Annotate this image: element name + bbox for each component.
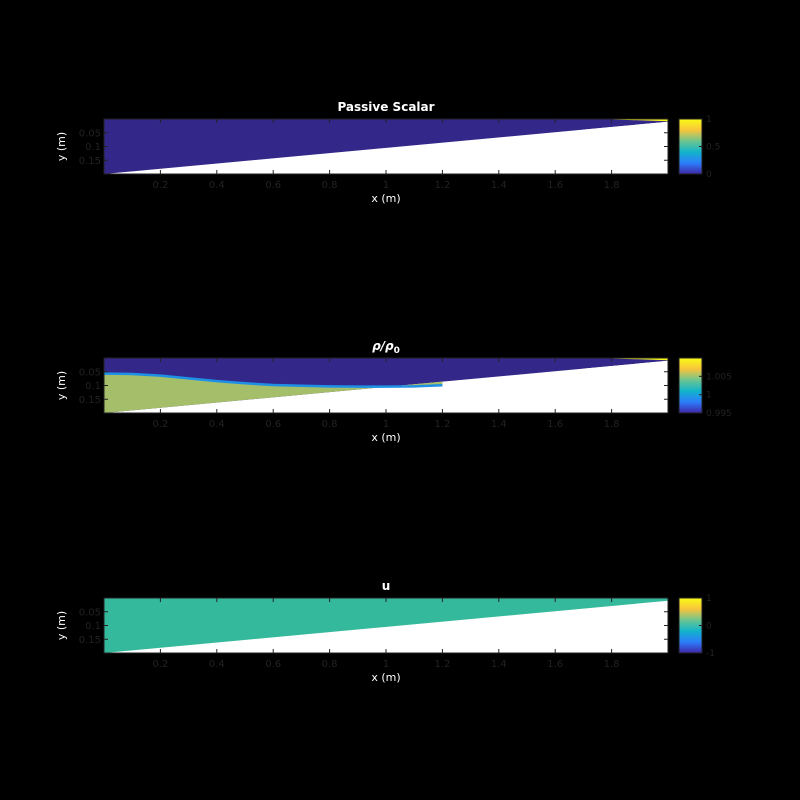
y-tick-label: 0.05 (79, 367, 101, 378)
field-region (104, 119, 668, 174)
x-axis-label: x (m) (371, 431, 400, 444)
y-tick-label: 0.1 (85, 381, 101, 392)
y-tick-label: 0.1 (85, 142, 101, 153)
y-tick-label: 0.15 (79, 156, 101, 167)
x-tick-label: 1.8 (604, 419, 620, 430)
x-tick-label: 0.2 (152, 659, 168, 670)
chart-title: u (382, 579, 391, 593)
x-tick-label: 1.4 (491, 180, 507, 191)
x-tick-label: 0.6 (265, 659, 281, 670)
x-tick-label: 1.4 (491, 659, 507, 670)
x-tick-label: 1.8 (604, 659, 620, 670)
x-tick-label: 1 (383, 180, 389, 191)
colorbar (679, 598, 702, 653)
x-tick-label: 1.2 (434, 419, 450, 430)
colorbar-tick-label: 1 (706, 115, 712, 125)
x-tick-label: 1 (383, 419, 389, 430)
x-tick-label: 0.8 (322, 659, 338, 670)
colorbar (679, 358, 702, 413)
y-tick-label: 0.15 (79, 395, 101, 406)
x-tick-label: 1.8 (604, 180, 620, 191)
colorbar-tick-label: 0 (706, 170, 712, 180)
x-tick-label: 1 (383, 659, 389, 670)
x-tick-label: 1.4 (491, 419, 507, 430)
lower-layer (104, 373, 443, 413)
x-tick-label: 0.4 (209, 419, 225, 430)
chart-title: Passive Scalar (337, 100, 434, 114)
x-tick-label: 1.2 (434, 180, 450, 191)
topography-mask (583, 360, 668, 413)
density-panel: 0.2 0.4 0.6 0.8 1 1.2 1.4 1.6 1.8 0.05 0.1 0.15 x (m… (55, 339, 732, 444)
x-tick-label: 0.4 (209, 180, 225, 191)
x-tick-label: 0.2 (152, 180, 168, 191)
x-tick-label: 0.8 (322, 419, 338, 430)
x-axis-label: x (m) (371, 671, 400, 684)
x-tick-label: 0.8 (322, 180, 338, 191)
colorbar-tick-label: 1.005 (706, 372, 732, 382)
y-axis-label: y (m) (55, 611, 68, 640)
chart-title: ρ/ρ0 (372, 339, 400, 356)
topography-mask (583, 121, 668, 174)
x-tick-label: 0.6 (265, 419, 281, 430)
x-tick-label: 1.6 (547, 180, 563, 191)
colorbar (679, 119, 702, 174)
colorbar-tick-label: 1 (706, 391, 712, 401)
x-tick-label: 0.6 (265, 180, 281, 191)
x-tick-label: 1.6 (547, 659, 563, 670)
colorbar-frame (678, 357, 703, 414)
x-tick-label: 1.6 (547, 419, 563, 430)
y-tick-label: 0.1 (85, 621, 101, 632)
x-axis-label: x (m) (371, 192, 400, 205)
colorbar-tick-label: -1 (706, 649, 715, 659)
colorbar-tick-label: 0 (706, 622, 712, 632)
x-tick-label: 1.2 (434, 659, 450, 670)
x-tick-label: 0.2 (152, 419, 168, 430)
y-axis-label: y (m) (55, 371, 68, 400)
y-tick-label: 0.05 (79, 607, 101, 618)
colorbar-tick-label: 0.5 (706, 143, 720, 153)
y-axis-label: y (m) (55, 132, 68, 161)
x-tick-label: 0.4 (209, 659, 225, 670)
y-tick-label: 0.05 (79, 128, 101, 139)
field-region (104, 598, 668, 653)
interface-line (103, 372, 443, 388)
y-tick-label: 0.15 (79, 635, 101, 646)
velocity-panel: 0.2 0.4 0.6 0.8 1 1.2 1.4 1.6 1.8 0.05 0.1 0.15 x (m… (55, 579, 715, 684)
passive-scalar-panel: 0.2 0.4 0.6 0.8 1 1.2 1.4 1.6 1.8 0.05 0.1 0.15 x (m… (55, 100, 720, 205)
colorbar-tick-label: 0.995 (706, 409, 732, 419)
colorbar-tick-label: 1 (706, 594, 712, 604)
